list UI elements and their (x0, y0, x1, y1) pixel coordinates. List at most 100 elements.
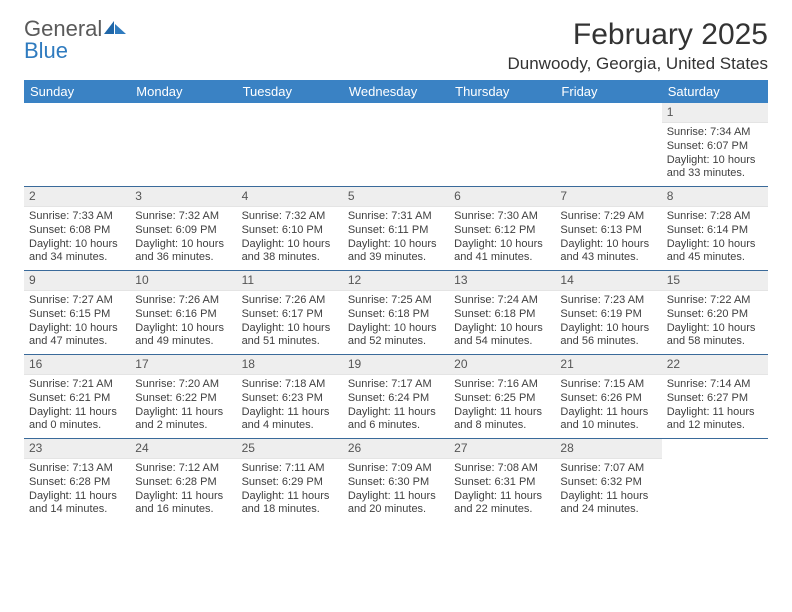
day-cell: 13Sunrise: 7:24 AMSunset: 6:18 PMDayligh… (449, 271, 555, 354)
sunrise-text: Sunrise: 7:16 AM (454, 378, 550, 392)
day-body: Sunrise: 7:15 AMSunset: 6:26 PMDaylight:… (555, 375, 661, 438)
day-body: Sunrise: 7:23 AMSunset: 6:19 PMDaylight:… (555, 291, 661, 354)
month-title: February 2025 (508, 18, 769, 52)
sunset-text: Sunset: 6:18 PM (348, 308, 444, 322)
day-body: Sunrise: 7:20 AMSunset: 6:22 PMDaylight:… (130, 375, 236, 438)
day-cell: 9Sunrise: 7:27 AMSunset: 6:15 PMDaylight… (24, 271, 130, 354)
day-cell: 3Sunrise: 7:32 AMSunset: 6:09 PMDaylight… (130, 187, 236, 270)
day-body: Sunrise: 7:17 AMSunset: 6:24 PMDaylight:… (343, 375, 449, 438)
sunset-text: Sunset: 6:11 PM (348, 224, 444, 238)
daylight-text: Daylight: 11 hours and 24 minutes. (560, 490, 656, 518)
calendar-grid: Sunday Monday Tuesday Wednesday Thursday… (24, 80, 768, 522)
day-body: Sunrise: 7:30 AMSunset: 6:12 PMDaylight:… (449, 207, 555, 270)
day-body: Sunrise: 7:13 AMSunset: 6:28 PMDaylight:… (24, 459, 130, 522)
day-number: 15 (662, 271, 768, 291)
day-cell: 12Sunrise: 7:25 AMSunset: 6:18 PMDayligh… (343, 271, 449, 354)
sunset-text: Sunset: 6:30 PM (348, 476, 444, 490)
day-cell: 21Sunrise: 7:15 AMSunset: 6:26 PMDayligh… (555, 355, 661, 438)
day-body: Sunrise: 7:34 AMSunset: 6:07 PMDaylight:… (662, 123, 768, 186)
sunrise-text: Sunrise: 7:15 AM (560, 378, 656, 392)
day-cell: 14Sunrise: 7:23 AMSunset: 6:19 PMDayligh… (555, 271, 661, 354)
sunrise-text: Sunrise: 7:32 AM (242, 210, 338, 224)
sunrise-text: Sunrise: 7:26 AM (135, 294, 231, 308)
day-cell: 15Sunrise: 7:22 AMSunset: 6:20 PMDayligh… (662, 271, 768, 354)
sunrise-text: Sunrise: 7:20 AM (135, 378, 231, 392)
day-cell: 4Sunrise: 7:32 AMSunset: 6:10 PMDaylight… (237, 187, 343, 270)
day-number: 5 (343, 187, 449, 207)
day-number: 18 (237, 355, 343, 375)
day-cell: 25Sunrise: 7:11 AMSunset: 6:29 PMDayligh… (237, 439, 343, 522)
day-body: Sunrise: 7:07 AMSunset: 6:32 PMDaylight:… (555, 459, 661, 522)
day-cell: 10Sunrise: 7:26 AMSunset: 6:16 PMDayligh… (130, 271, 236, 354)
day-number: 19 (343, 355, 449, 375)
day-header-mon: Monday (130, 80, 236, 103)
day-body: Sunrise: 7:22 AMSunset: 6:20 PMDaylight:… (662, 291, 768, 354)
sunset-text: Sunset: 6:28 PM (135, 476, 231, 490)
day-header-thu: Thursday (449, 80, 555, 103)
day-body: Sunrise: 7:33 AMSunset: 6:08 PMDaylight:… (24, 207, 130, 270)
day-number: 25 (237, 439, 343, 459)
week-row: 9Sunrise: 7:27 AMSunset: 6:15 PMDaylight… (24, 271, 768, 355)
sunset-text: Sunset: 6:15 PM (29, 308, 125, 322)
daylight-text: Daylight: 11 hours and 2 minutes. (135, 406, 231, 434)
day-header-tue: Tuesday (237, 80, 343, 103)
sunrise-text: Sunrise: 7:09 AM (348, 462, 444, 476)
day-number: 3 (130, 187, 236, 207)
sunset-text: Sunset: 6:24 PM (348, 392, 444, 406)
weeks-container: 1Sunrise: 7:34 AMSunset: 6:07 PMDaylight… (24, 103, 768, 522)
sunset-text: Sunset: 6:26 PM (560, 392, 656, 406)
day-header-sat: Saturday (662, 80, 768, 103)
daylight-text: Daylight: 11 hours and 6 minutes. (348, 406, 444, 434)
sunset-text: Sunset: 6:23 PM (242, 392, 338, 406)
day-cell (449, 103, 555, 186)
day-number: 24 (130, 439, 236, 459)
logo: General Blue (24, 18, 128, 62)
day-header-row: Sunday Monday Tuesday Wednesday Thursday… (24, 80, 768, 103)
daylight-text: Daylight: 11 hours and 16 minutes. (135, 490, 231, 518)
day-body: Sunrise: 7:32 AMSunset: 6:09 PMDaylight:… (130, 207, 236, 270)
sunset-text: Sunset: 6:09 PM (135, 224, 231, 238)
logo-sail-icon (102, 18, 128, 36)
day-number: 20 (449, 355, 555, 375)
day-number: 1 (662, 103, 768, 123)
day-body: Sunrise: 7:27 AMSunset: 6:15 PMDaylight:… (24, 291, 130, 354)
day-body: Sunrise: 7:32 AMSunset: 6:10 PMDaylight:… (237, 207, 343, 270)
day-number: 14 (555, 271, 661, 291)
day-cell (662, 439, 768, 522)
sunset-text: Sunset: 6:17 PM (242, 308, 338, 322)
day-cell: 1Sunrise: 7:34 AMSunset: 6:07 PMDaylight… (662, 103, 768, 186)
sunset-text: Sunset: 6:31 PM (454, 476, 550, 490)
sunrise-text: Sunrise: 7:11 AM (242, 462, 338, 476)
sunrise-text: Sunrise: 7:07 AM (560, 462, 656, 476)
sunset-text: Sunset: 6:32 PM (560, 476, 656, 490)
week-row: 23Sunrise: 7:13 AMSunset: 6:28 PMDayligh… (24, 439, 768, 522)
day-cell: 22Sunrise: 7:14 AMSunset: 6:27 PMDayligh… (662, 355, 768, 438)
daylight-text: Daylight: 10 hours and 38 minutes. (242, 238, 338, 266)
day-body: Sunrise: 7:18 AMSunset: 6:23 PMDaylight:… (237, 375, 343, 438)
logo-text-block: General Blue (24, 18, 128, 62)
day-body: Sunrise: 7:08 AMSunset: 6:31 PMDaylight:… (449, 459, 555, 522)
day-cell: 24Sunrise: 7:12 AMSunset: 6:28 PMDayligh… (130, 439, 236, 522)
daylight-text: Daylight: 10 hours and 36 minutes. (135, 238, 231, 266)
sunrise-text: Sunrise: 7:34 AM (667, 126, 763, 140)
daylight-text: Daylight: 10 hours and 54 minutes. (454, 322, 550, 350)
daylight-text: Daylight: 10 hours and 58 minutes. (667, 322, 763, 350)
day-cell: 23Sunrise: 7:13 AMSunset: 6:28 PMDayligh… (24, 439, 130, 522)
daylight-text: Daylight: 10 hours and 34 minutes. (29, 238, 125, 266)
sunset-text: Sunset: 6:16 PM (135, 308, 231, 322)
day-body: Sunrise: 7:29 AMSunset: 6:13 PMDaylight:… (555, 207, 661, 270)
page-header: General Blue February 2025 Dunwoody, Geo… (24, 18, 768, 74)
day-cell (24, 103, 130, 186)
daylight-text: Daylight: 10 hours and 49 minutes. (135, 322, 231, 350)
sunrise-text: Sunrise: 7:21 AM (29, 378, 125, 392)
day-cell (343, 103, 449, 186)
daylight-text: Daylight: 10 hours and 39 minutes. (348, 238, 444, 266)
week-row: 16Sunrise: 7:21 AMSunset: 6:21 PMDayligh… (24, 355, 768, 439)
day-cell: 17Sunrise: 7:20 AMSunset: 6:22 PMDayligh… (130, 355, 236, 438)
sunrise-text: Sunrise: 7:18 AM (242, 378, 338, 392)
day-cell: 8Sunrise: 7:28 AMSunset: 6:14 PMDaylight… (662, 187, 768, 270)
sunset-text: Sunset: 6:18 PM (454, 308, 550, 322)
day-cell (237, 103, 343, 186)
sunset-text: Sunset: 6:08 PM (29, 224, 125, 238)
day-number: 8 (662, 187, 768, 207)
